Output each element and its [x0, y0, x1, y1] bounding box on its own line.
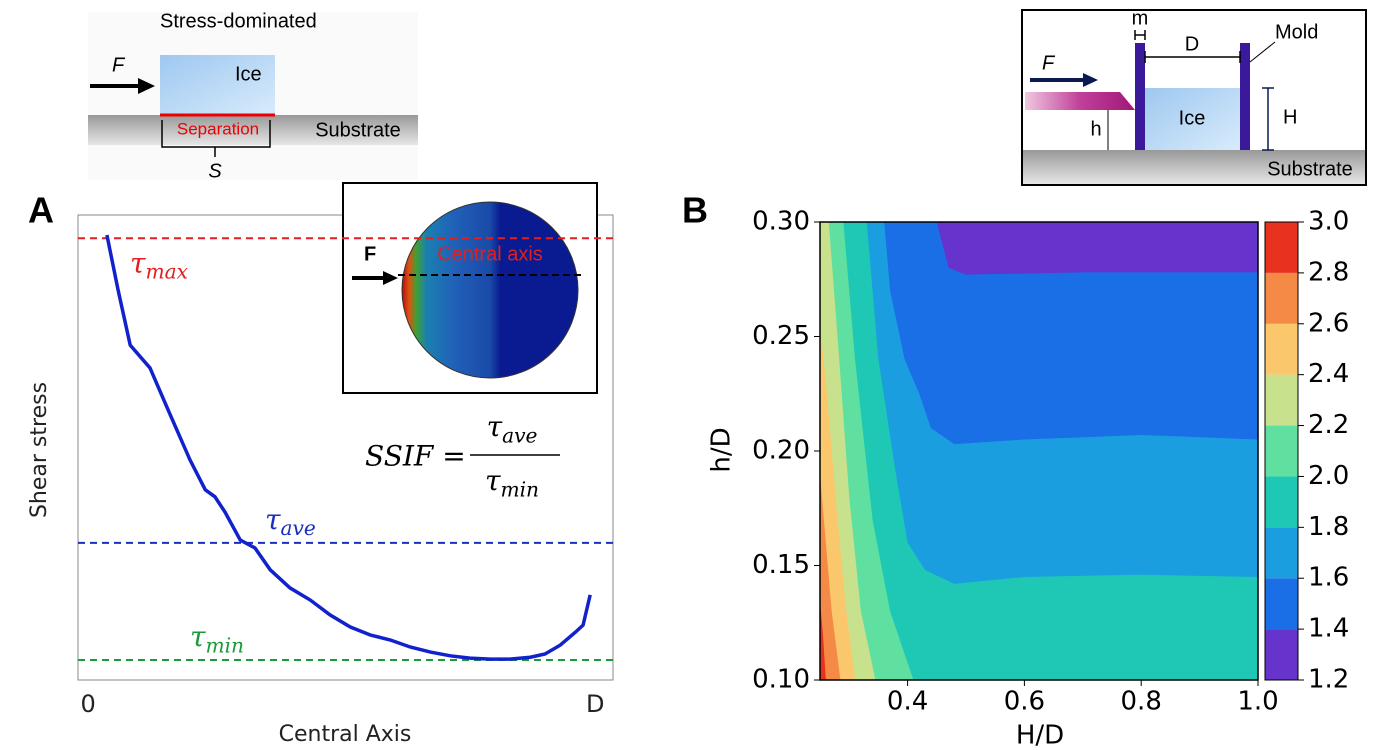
colorbar-tick-label: 2.6	[1308, 308, 1349, 338]
colorbar-segment	[1265, 527, 1298, 579]
colorbar-tick-label: 2.0	[1308, 461, 1349, 491]
dim-line	[1144, 51, 1241, 63]
x-tick-label: D	[586, 690, 604, 718]
ice-block	[160, 55, 275, 115]
colorbar-frame	[1264, 221, 1299, 681]
colorbar-tick-label: 2.8	[1308, 257, 1349, 287]
subscript: min	[206, 633, 245, 657]
x-tick-label: 1.0	[1237, 687, 1278, 717]
contour-band	[936, 222, 1258, 275]
math-label: τmax	[130, 246, 189, 283]
panel-label: B	[682, 190, 708, 231]
data-line	[105, 234, 592, 661]
colorbar-segment	[1265, 374, 1298, 426]
x-axis-label: H/D	[1016, 721, 1064, 750]
y-axis-label: Shear stress	[27, 382, 52, 518]
leader-line	[1249, 41, 1276, 63]
panel-label: A	[28, 190, 54, 231]
substrate	[88, 115, 418, 145]
axis-label: Central axis	[437, 243, 543, 265]
height-label: H	[1283, 106, 1297, 128]
y-tick-label: 0.10	[752, 665, 810, 695]
ice-label: Ice	[235, 63, 262, 85]
x-tick-label: 0	[81, 690, 96, 718]
equation-lhs: SSIF =	[365, 440, 466, 473]
mold-wall	[1240, 43, 1250, 150]
inset: F Central axis	[342, 182, 598, 394]
subscript: max	[146, 259, 189, 283]
pusher	[1025, 92, 1135, 110]
force-label: F	[112, 54, 126, 76]
symbol: τ	[265, 502, 281, 535]
dim-line	[1134, 30, 1146, 40]
y-axis-label: h/D	[707, 427, 737, 472]
math-label: τmin	[485, 464, 539, 501]
math-label: τave	[265, 502, 316, 539]
span-label: S	[208, 160, 222, 182]
dim-line	[1262, 87, 1274, 151]
substrate-label: Substrate	[315, 119, 401, 141]
diameter-label: D	[1185, 33, 1199, 55]
colorbar-tick-label: 2.2	[1308, 410, 1349, 440]
math-label: τmin	[190, 620, 244, 657]
span-bracket	[161, 120, 271, 148]
colorbar-segment	[1265, 578, 1298, 630]
schematic-title: Stress-dominated	[160, 10, 317, 32]
colorbar-tick-label: 1.2	[1308, 665, 1349, 695]
arrow-head	[1083, 73, 1098, 87]
y-tick-label: 0.15	[752, 550, 810, 580]
colorbar-tick-label: 3.0	[1308, 207, 1349, 237]
colorbar-segment	[1265, 476, 1298, 528]
y-tick-label: 0.30	[752, 207, 810, 237]
symbol: τ	[130, 246, 146, 279]
y-tick-label: 0.20	[752, 436, 810, 466]
colorbar-tick-label: 2.4	[1308, 359, 1349, 389]
colorbar-segment	[1265, 323, 1298, 375]
y-tick-label: 0.25	[752, 321, 810, 351]
symbol: τ	[485, 464, 501, 497]
ice-label: Ice	[1179, 107, 1206, 129]
ice-disk	[401, 201, 579, 379]
contour-band	[884, 222, 1258, 445]
math-label: τave	[487, 410, 538, 447]
x-tick-label: 0.6	[1004, 687, 1045, 717]
substrate-label: Substrate	[1267, 158, 1353, 180]
colorbar-segment	[1265, 272, 1298, 324]
schematic-right: Substrate Ice F h H D m Mold	[1021, 7, 1367, 186]
colorbar-segment	[1265, 222, 1298, 273]
force-label: F	[364, 243, 376, 265]
symbol: τ	[190, 620, 206, 653]
colorbar-segment	[1265, 629, 1298, 680]
thickness-label: m	[1132, 7, 1149, 29]
subscript: ave	[281, 516, 316, 540]
colorbar-tick-label: 1.4	[1308, 614, 1349, 644]
x-axis-label: Central Axis	[279, 722, 412, 747]
mold-wall	[1135, 43, 1145, 150]
substrate	[1023, 150, 1365, 184]
subscript: min	[500, 477, 539, 501]
colorbar-tick-label: 1.6	[1308, 563, 1349, 593]
arrow-head	[138, 78, 155, 94]
force-label: F	[1042, 52, 1056, 74]
ice-block	[1145, 88, 1240, 150]
x-tick-label: 0.4	[887, 687, 928, 717]
mold-label: Mold	[1275, 21, 1318, 43]
x-tick-label: 0.8	[1121, 687, 1162, 717]
offset-label: h	[1090, 118, 1101, 140]
schematic-left: Stress-dominated Ice F Separation Substr…	[88, 10, 418, 182]
subscript: ave	[502, 423, 537, 447]
symbol: τ	[487, 410, 503, 443]
colorbar-segment	[1265, 425, 1298, 477]
separation-label: Separation	[177, 119, 259, 138]
arrow-head	[383, 271, 398, 285]
colorbar-tick-label: 1.8	[1308, 512, 1349, 542]
